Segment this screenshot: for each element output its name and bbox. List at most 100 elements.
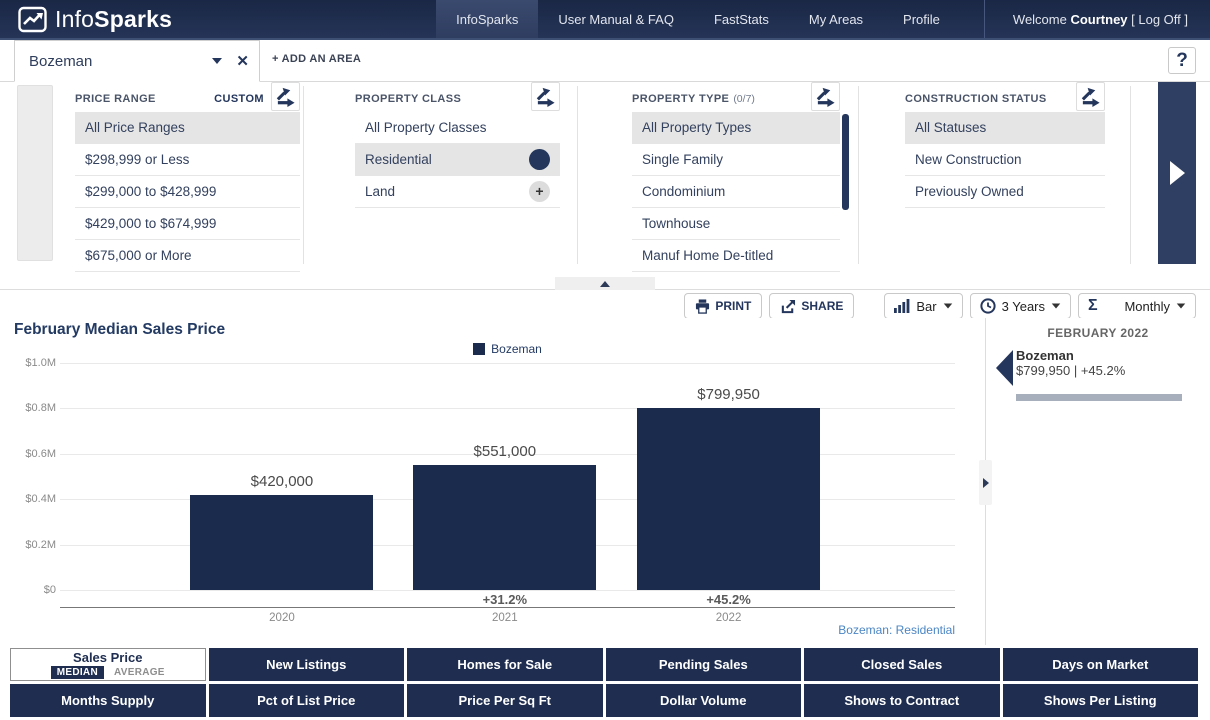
close-icon[interactable]: ✕	[236, 53, 249, 70]
filter-panel-property-type: PROPERTY TYPE (0/7) All Property Types Sing…	[632, 82, 849, 272]
filter-option-land[interactable]: Land +	[355, 176, 560, 208]
pct-change-label: +31.2%	[482, 592, 528, 607]
nav-item-user-manual-faq[interactable]: User Manual & FAQ	[558, 11, 674, 27]
marker-left-icon	[996, 350, 1013, 386]
scrollbar-thumb[interactable]	[842, 114, 849, 210]
time-range-select[interactable]: 3 Years	[969, 293, 1071, 319]
logoff-link[interactable]: [ Log Off ]	[1127, 11, 1188, 27]
filter-panel-header: PROPERTY TYPE (0/7)	[632, 82, 840, 112]
add-area-button[interactable]: + ADD AN AREA	[272, 53, 362, 65]
filter-option-all-property-classes[interactable]: All Property Classes	[355, 112, 560, 144]
filter-divider	[1130, 86, 1131, 264]
metric-closed-sales[interactable]: Closed Sales	[804, 648, 1000, 681]
collapse-summary-handle[interactable]	[979, 460, 992, 505]
filter-option-label: Townhouse	[642, 216, 711, 231]
metric-pct-of-list-price[interactable]: Pct of List Price	[208, 684, 404, 717]
area-name: Bozeman	[29, 52, 93, 70]
filter-title: PROPERTY TYPE	[632, 93, 730, 105]
filter-area: PRICE RANGE CUSTOM All Price Ranges $298,99…	[0, 82, 1210, 276]
expand-filters-button[interactable]	[1158, 82, 1196, 264]
filter-panel-construction-status: CONSTRUCTION STATUS All Statuses New Const…	[905, 82, 1105, 208]
metric-price-per-sq-ft[interactable]: Price Per Sq Ft	[407, 684, 603, 717]
collapse-filters-handle[interactable]	[555, 277, 655, 290]
summary-period: FEBRUARY 2022	[1047, 326, 1149, 340]
infosparks-logo[interactable]: InfoSparks	[18, 0, 172, 38]
filter-count: (0/7)	[733, 93, 755, 105]
x-axis-tick: 2020	[269, 612, 295, 624]
filter-option-manuf-home-de-titled[interactable]: Manuf Home De-titled	[632, 240, 840, 272]
metric-sub-median[interactable]: MEDIAN	[50, 666, 104, 679]
chevron-down-icon[interactable]	[212, 58, 223, 64]
nav-item-infosparks[interactable]: InfoSparks	[436, 0, 539, 38]
filter-option-previously-owned[interactable]: Previously Owned	[905, 176, 1105, 208]
filter-option-label: Condominium	[642, 184, 726, 199]
filter-option-all-property-types[interactable]: All Property Types	[632, 112, 840, 144]
apply-to-chart-button[interactable]	[1076, 82, 1105, 111]
apply-to-chart-button[interactable]	[811, 82, 840, 111]
trend-arrow-icon	[275, 86, 296, 107]
top-nav: InfoSparks InfoSparks User Manual & FAQ Fa…	[0, 0, 1210, 40]
filter-option-298-999-or-less[interactable]: $298,999 or Less	[75, 144, 300, 176]
apply-to-chart-button[interactable]	[271, 82, 300, 111]
aggregation-select[interactable]: Σ Monthly	[1078, 293, 1196, 319]
apply-to-chart-button[interactable]	[531, 82, 560, 111]
metric-sales-price[interactable]: Sales Price MEDIAN AVERAGE	[10, 648, 206, 681]
metric-homes-for-sale[interactable]: Homes for Sale	[407, 648, 603, 681]
metric-shows-to-contract[interactable]: Shows to Contract	[804, 684, 1000, 717]
metric-dollar-volume[interactable]: Dollar Volume	[605, 684, 801, 717]
filter-panel-header: PRICE RANGE CUSTOM	[75, 82, 300, 112]
add-class-icon[interactable]: +	[529, 181, 550, 202]
y-axis-tick: $0.4M	[25, 493, 56, 506]
help-button[interactable]: ?	[1168, 47, 1196, 74]
filter-option-299-000-to-428-999[interactable]: $299,000 to $428,999	[75, 176, 300, 208]
filter-option-label: $298,999 or Less	[85, 152, 190, 167]
legend-label: Bozeman	[491, 342, 542, 356]
filter-option-675-000-or-more[interactable]: $675,000 or More	[75, 240, 300, 272]
welcome-text: Welcome Courtney [ Log Off ]	[1012, 11, 1188, 27]
filter-option-all-price-ranges[interactable]: All Price Ranges	[75, 112, 300, 144]
metric-shows-per-listing[interactable]: Shows Per Listing	[1002, 684, 1198, 717]
metric-pending-sales[interactable]: Pending Sales	[605, 648, 801, 681]
nav-item-faststats[interactable]: FastStats	[713, 11, 769, 27]
bar-2022[interactable]	[637, 408, 821, 590]
filter-option-condominium[interactable]: Condominium	[632, 176, 840, 208]
bar-2020[interactable]	[190, 494, 374, 590]
y-axis-tick: $0.2M	[25, 538, 56, 551]
bar-2021[interactable]	[413, 464, 597, 590]
y-axis-tick: $0.8M	[25, 402, 56, 415]
print-button[interactable]: PRINT	[684, 293, 763, 319]
metric-new-listings[interactable]: New Listings	[208, 648, 404, 681]
metric-months-supply[interactable]: Months Supply	[10, 684, 206, 717]
chart-footnote[interactable]: Bozeman: Residential	[838, 623, 955, 637]
metric-sub-average[interactable]: AVERAGE	[113, 667, 165, 678]
filter-option-label: All Price Ranges	[85, 120, 185, 135]
nav-divider	[983, 0, 985, 38]
nav-item-profile[interactable]: Profile	[903, 11, 940, 27]
custom-range-link[interactable]: CUSTOM	[214, 93, 264, 105]
nav-menu: InfoSparks User Manual & FAQ FastStats My A…	[436, 0, 960, 38]
filter-option-label: All Property Types	[642, 120, 752, 135]
filter-option-townhouse[interactable]: Townhouse	[632, 208, 840, 240]
filter-option-residential[interactable]: Residential	[355, 144, 560, 176]
nav-item-my-areas[interactable]: My Areas	[808, 11, 864, 27]
gridline	[60, 408, 955, 410]
filter-left-rail[interactable]	[17, 85, 53, 261]
gridline	[60, 363, 955, 364]
chart-type-select[interactable]: Bar	[884, 293, 963, 319]
pct-change-label: +45.2%	[706, 592, 751, 607]
filter-panel-price-range: PRICE RANGE CUSTOM All Price Ranges $298,99…	[75, 82, 300, 272]
x-axis-tick: 2021	[492, 612, 518, 624]
filter-option-all-statuses[interactable]: All Statuses	[905, 112, 1105, 144]
filter-option-single-family[interactable]: Single Family	[632, 144, 840, 176]
metric-days-on-market[interactable]: Days on Market	[1002, 648, 1198, 681]
chart-toolbar: PRINT SHARE Bar	[0, 293, 1196, 319]
area-tab-bozeman[interactable]: Bozeman ✕	[14, 40, 260, 82]
summary-scrub-bar[interactable]	[1016, 394, 1182, 401]
share-button[interactable]: SHARE	[769, 293, 855, 319]
filter-divider	[858, 86, 859, 264]
area-tab-row: Bozeman ✕ + ADD AN AREA ?	[0, 40, 1210, 82]
trend-arrow-icon	[1080, 86, 1101, 107]
gridline	[60, 453, 955, 455]
filter-option-new-construction[interactable]: New Construction	[905, 144, 1105, 176]
filter-option-429-000-to-674-999[interactable]: $429,000 to $674,999	[75, 208, 300, 240]
